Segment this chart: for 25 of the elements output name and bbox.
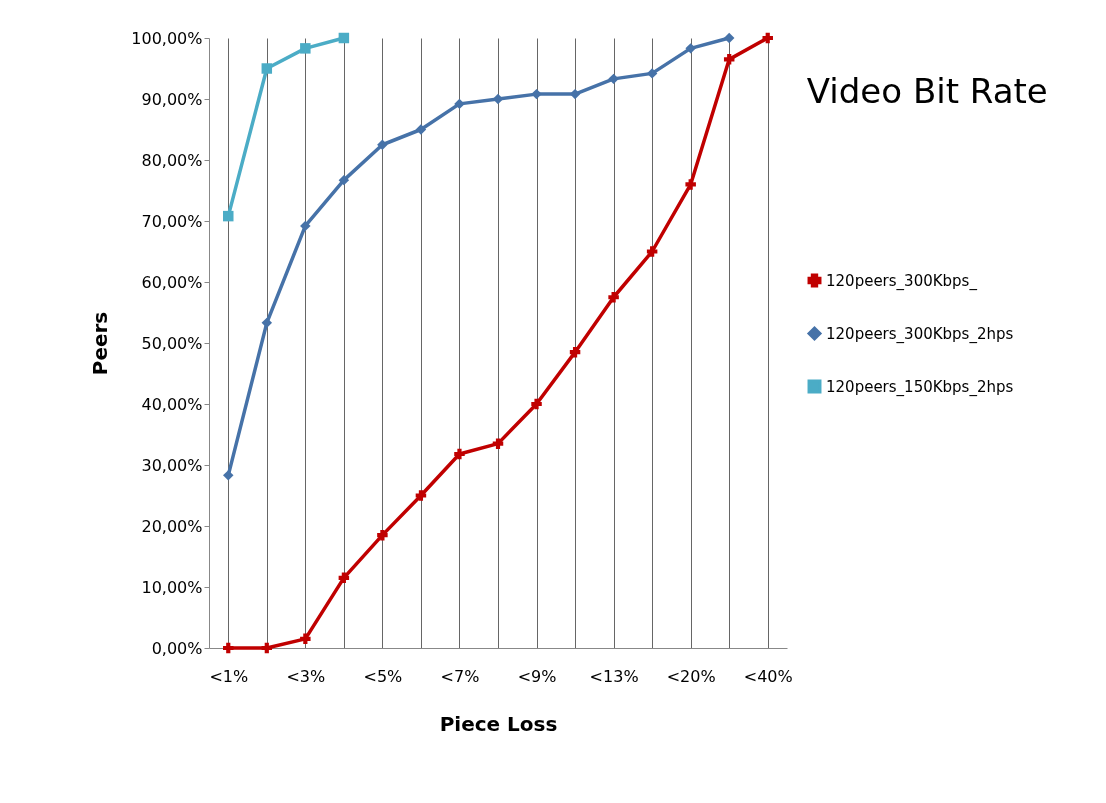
y-tick-label: 50,00%	[141, 333, 203, 353]
legend-label: 120peers_150Kbps_2hps	[826, 377, 1014, 397]
x-tick-label: <40%	[743, 666, 793, 686]
y-tick-label: 0,00%	[151, 638, 203, 658]
y-tick-label: 70,00%	[141, 211, 203, 231]
y-tick-label: 30,00%	[141, 455, 203, 475]
y-tick-label: 60,00%	[141, 272, 203, 292]
y-tick-label: 90,00%	[141, 89, 203, 109]
x-tick-label: <20%	[666, 666, 716, 686]
x-tick-label: <1%	[209, 666, 249, 686]
x-tick-label: <5%	[363, 666, 403, 686]
x-axis-title: Piece Loss	[439, 711, 558, 736]
y-tick-label: 20,00%	[141, 516, 203, 536]
x-tick-label: <9%	[517, 666, 557, 686]
x-tick-label: <3%	[286, 666, 326, 686]
y-tick-label: 80,00%	[141, 150, 203, 170]
y-tick-label: 40,00%	[141, 394, 203, 414]
x-tick-label: <7%	[440, 666, 480, 686]
legend-label: 120peers_300Kbps_2hps	[826, 324, 1014, 344]
text: Video Bit Rate	[806, 71, 1048, 111]
y-tick-label: 10,00%	[141, 577, 203, 597]
x-tick-label: <13%	[589, 666, 639, 686]
y-axis-title: Peers	[88, 311, 113, 376]
legend-label: 120peers_300Kbps_	[826, 271, 978, 291]
y-tick-label: 100,00%	[131, 28, 203, 48]
